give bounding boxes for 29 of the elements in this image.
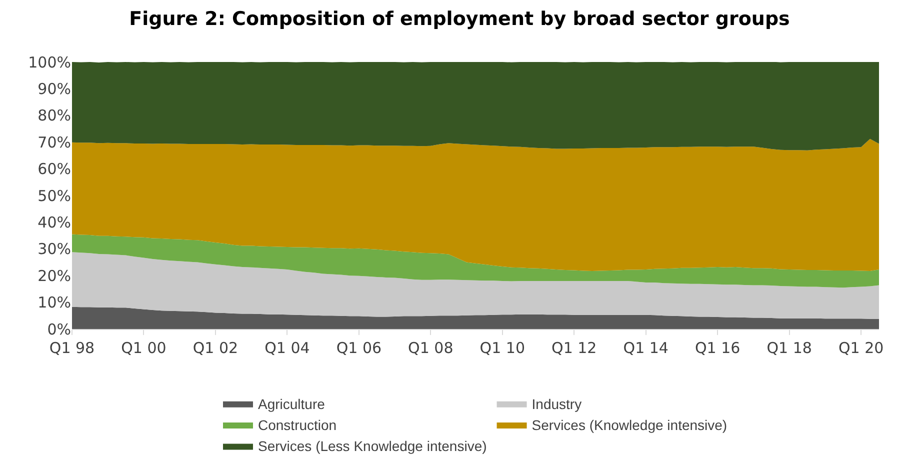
x-tick-label: Q1 00 (121, 339, 166, 357)
x-tick-label: Q1 10 (480, 339, 526, 357)
x-tick-label: Q1 18 (766, 339, 812, 357)
legend-label: Agriculture (258, 396, 326, 412)
y-tick-label: 0% (47, 320, 71, 338)
x-tick-label: Q1 98 (49, 339, 95, 357)
x-tick-label: Q1 14 (623, 339, 668, 357)
x-tick-label: Q1 20 (838, 339, 884, 357)
legend-label: Construction (258, 417, 337, 433)
y-tick-label: 10% (38, 294, 71, 312)
y-tick-label: 70% (38, 133, 71, 152)
y-tick-label: 80% (38, 106, 71, 125)
chart-title: Figure 2: Composition of employment by broad sector groups (129, 8, 790, 30)
x-tick-label: Q1 12 (552, 339, 597, 357)
x-tick-label: Q1 02 (192, 339, 238, 357)
y-tick-label: 40% (38, 213, 71, 232)
y-tick-label: 60% (38, 160, 71, 178)
y-tick-label: 30% (38, 240, 71, 258)
y-tick-label: 20% (38, 266, 71, 285)
legend-label: Services (Less Knowledge intensive) (258, 438, 487, 454)
legend-label: Industry (532, 396, 582, 412)
x-tick-label: Q1 16 (694, 339, 740, 357)
x-tick-label: Q1 06 (336, 339, 382, 357)
x-tick-label: Q1 08 (408, 339, 454, 357)
y-tick-label: 100% (28, 53, 71, 72)
y-tick-label: 90% (38, 80, 71, 98)
legend-label: Services (Knowledge intensive) (532, 417, 728, 433)
y-tick-label: 50% (38, 186, 71, 205)
x-tick-label: Q1 04 (264, 339, 310, 357)
